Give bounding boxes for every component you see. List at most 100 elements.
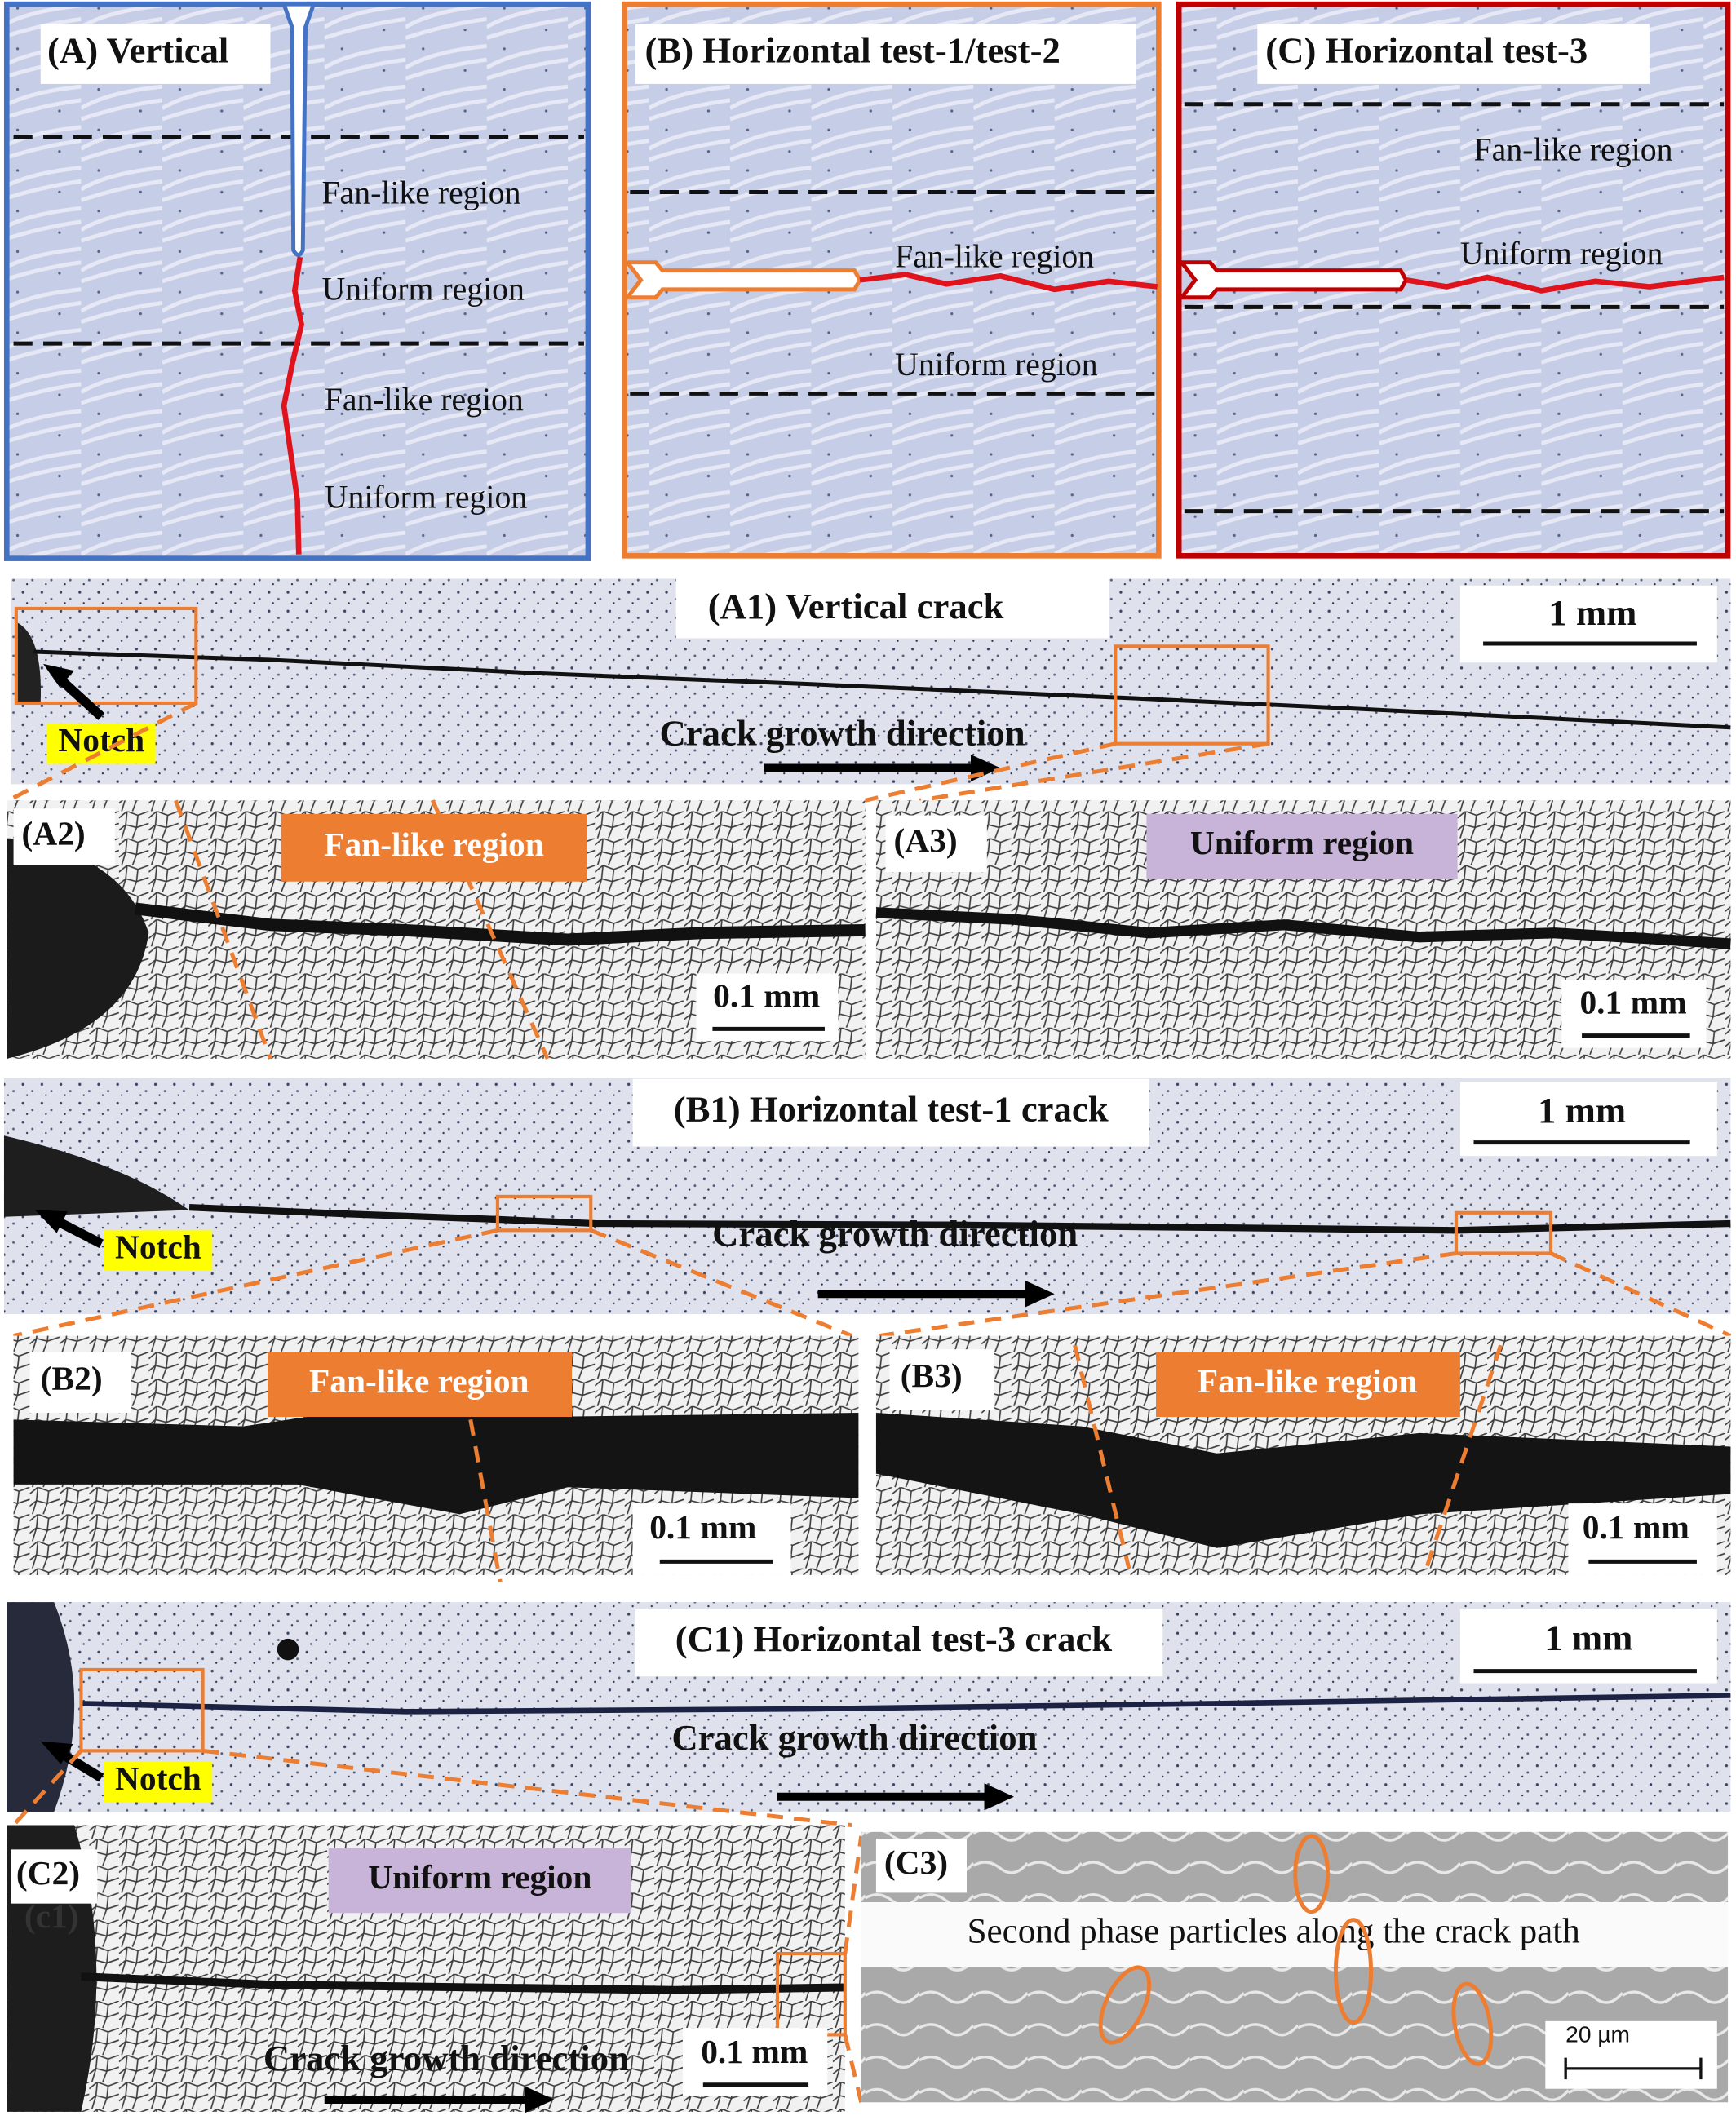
direction-arrow-head — [1025, 1280, 1055, 1308]
region-label: Fan-like region — [324, 825, 544, 863]
region-label: Uniform region — [895, 347, 1098, 383]
scale-label: 0.1 mm — [701, 2033, 808, 2070]
direction-label: Crack growth direction — [659, 713, 1025, 754]
notch — [1177, 260, 1409, 300]
scale-label: 1 mm — [1548, 592, 1636, 633]
notch-box — [104, 1761, 213, 1803]
scale-label: 0.1 mm — [1579, 984, 1686, 1021]
particle-marker — [1293, 1834, 1330, 1914]
panel-label: (A3) — [893, 821, 957, 860]
notch-arrow — [51, 1215, 104, 1249]
notch-label: Notch — [58, 721, 144, 759]
caption: Second phase particles along the crack p… — [968, 1913, 1580, 1951]
scale-label: 0.1 mm — [1583, 1508, 1690, 1546]
crack — [859, 272, 1158, 293]
panel-label: (C) Horizontal test-3 — [1265, 30, 1588, 71]
zoom-box — [1114, 644, 1270, 746]
label-box — [889, 1349, 994, 1410]
particle-marker — [1333, 1918, 1374, 2025]
region-label: Uniform region — [321, 271, 525, 307]
region-label: Fan-like region — [1198, 1362, 1418, 1400]
direction-label: Crack growth direction — [712, 1213, 1078, 1254]
scale-label: 0.1 mm — [649, 1508, 756, 1546]
region-label: Fan-like region — [1473, 132, 1672, 168]
direction-arrow-head — [525, 2086, 555, 2113]
notch-arrow-head — [43, 663, 75, 688]
panel-label: (A) Vertical — [47, 30, 228, 71]
boundary — [468, 1418, 503, 1582]
panel-label: (A2) — [22, 815, 86, 853]
crack-gap — [861, 1902, 1729, 1967]
scale-label: 1 mm — [1538, 1090, 1626, 1131]
region-box — [268, 1352, 573, 1418]
particle-marker — [1451, 1981, 1494, 2066]
scale-label: 0.1 mm — [713, 976, 820, 1014]
panel-label: (B) Horizontal test-1/test-2 — [645, 30, 1061, 71]
notch-label: Notch — [115, 1228, 202, 1266]
crack — [33, 649, 1731, 730]
crack — [13, 1405, 859, 1515]
panel-label: (C1) Horizontal test-3 crack — [675, 1618, 1113, 1659]
label-box — [635, 1609, 1163, 1677]
label-box — [29, 1352, 131, 1414]
notch — [3, 1135, 190, 1217]
region-box — [281, 813, 587, 882]
scale-box — [1459, 585, 1717, 663]
direction-arrow-head — [984, 1783, 1014, 1811]
zoom-box — [1454, 1210, 1553, 1255]
label-box — [675, 578, 1109, 639]
label-box — [40, 24, 271, 84]
crack — [134, 902, 866, 946]
zoom-link — [12, 701, 1269, 803]
region-label: Uniform region — [325, 479, 528, 515]
notch — [622, 260, 862, 300]
panel-label: (C3) — [884, 1843, 948, 1882]
region-box — [328, 1848, 631, 1914]
crack — [81, 1693, 1731, 1715]
crack — [875, 1413, 1731, 1548]
region-box — [1146, 813, 1458, 879]
region-label: Uniform region — [368, 1858, 591, 1896]
sub-label: (c1) — [24, 1897, 79, 1936]
notch-box — [104, 1230, 213, 1272]
label-box — [635, 24, 1136, 84]
panel-label: (C2) — [16, 1854, 80, 1892]
zoom-link — [11, 1748, 852, 1828]
scale-bar — [1564, 2057, 1703, 2080]
panel-label: (B3) — [901, 1357, 963, 1395]
notch — [16, 622, 42, 703]
crack — [81, 1972, 845, 1994]
notch — [281, 2, 317, 257]
direction-label: Crack growth direction — [671, 1717, 1037, 1758]
region-label: Fan-like region — [895, 238, 1094, 274]
region-label: Fan-like region — [309, 1362, 529, 1400]
region-label: Uniform region — [1460, 236, 1663, 272]
zoom-box — [14, 606, 198, 706]
region-label: Fan-like region — [321, 175, 520, 211]
region-label: Uniform region — [1190, 824, 1414, 861]
crack — [1406, 274, 1725, 294]
crack — [281, 256, 304, 555]
label-box — [1257, 24, 1650, 84]
region-box — [1156, 1352, 1460, 1418]
scale-label: 1 mm — [1544, 1617, 1632, 1657]
label-box — [13, 808, 115, 865]
panel-label: (A1) Vertical crack — [708, 586, 1004, 626]
pore — [277, 1638, 299, 1661]
label-box — [875, 1839, 967, 1893]
zoom-box — [495, 1194, 593, 1233]
direction-label: Crack growth direction — [264, 2038, 629, 2078]
scale-box — [1545, 2020, 1717, 2089]
panel-label: (B1) Horizontal test-1 crack — [674, 1088, 1109, 1129]
crack — [875, 907, 1731, 949]
zoom-link — [843, 1835, 864, 2103]
scale-label: 20 µm — [1566, 2021, 1630, 2047]
label-box — [632, 1078, 1149, 1147]
notch-arrow-head — [35, 1210, 68, 1233]
notch-label: Notch — [115, 1759, 202, 1797]
notch — [7, 838, 149, 1059]
crack — [188, 1204, 1731, 1234]
